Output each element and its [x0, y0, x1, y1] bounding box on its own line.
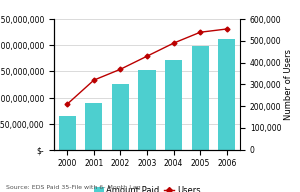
Bar — [138, 70, 156, 150]
Bar — [218, 39, 236, 150]
Bar — [165, 60, 182, 150]
Bar — [191, 46, 209, 150]
Text: Source: EDS Paid 35-File with 6- Month Lag: Source: EDS Paid 35-File with 6- Month L… — [6, 185, 141, 190]
Bar — [112, 84, 129, 150]
Bar — [59, 116, 76, 150]
Legend: Amount Paid, Users: Amount Paid, Users — [90, 183, 204, 192]
Bar — [85, 103, 103, 150]
Y-axis label: Number of Users: Number of Users — [284, 49, 293, 120]
